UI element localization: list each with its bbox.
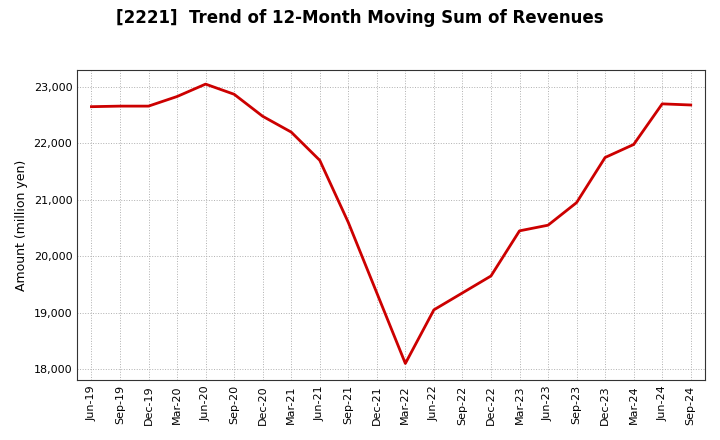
Text: [2221]  Trend of 12-Month Moving Sum of Revenues: [2221] Trend of 12-Month Moving Sum of R… bbox=[116, 9, 604, 27]
Y-axis label: Amount (million yen): Amount (million yen) bbox=[15, 160, 28, 291]
